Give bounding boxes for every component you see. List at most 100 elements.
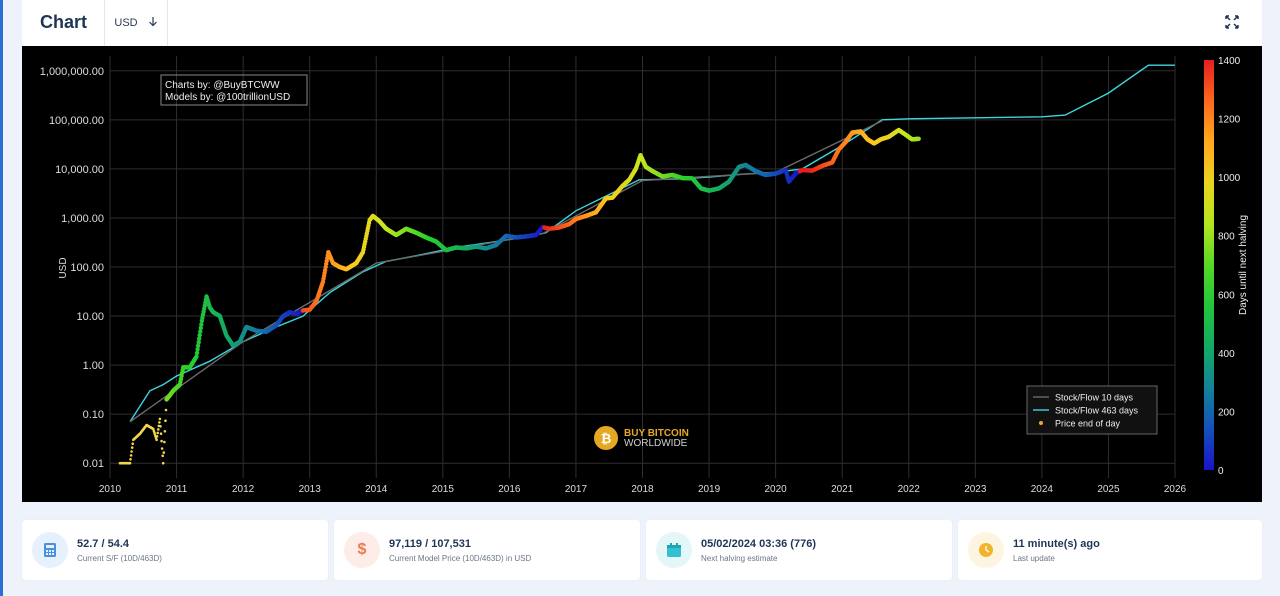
stat-label: Next halving estimate [701, 554, 778, 563]
currency-label: USD [114, 17, 138, 29]
price-point [155, 435, 159, 438]
price-point [196, 340, 201, 345]
price-point [163, 430, 167, 433]
stat-label: Current S/F (10D/463D) [77, 554, 162, 563]
price-point [156, 431, 159, 435]
price-point [163, 440, 166, 444]
colorbar-tick-label: 1400 [1218, 56, 1241, 67]
stat-value: 05/02/2024 03:36 (776) [701, 538, 816, 550]
price-point [160, 447, 164, 450]
legend-label: Stock/Flow 10 days [1055, 393, 1134, 403]
stat-card-last-update: 11 minute(s) ago Last update [958, 520, 1262, 580]
price-point [199, 322, 204, 327]
credits-text: Charts by: @BuyBTCWW [165, 80, 280, 91]
y-tick-label: 1.00 [83, 360, 104, 372]
x-tick-label: 2019 [698, 484, 721, 495]
y-tick-label: 0.01 [83, 458, 104, 470]
colorbar-tick-label: 200 [1218, 407, 1235, 418]
y-axis-label: USD [58, 257, 69, 278]
price-point [129, 454, 133, 457]
colorbar-tick-label: 600 [1218, 290, 1235, 301]
price-point [160, 439, 163, 443]
x-tick-label: 2017 [565, 484, 588, 495]
chart-header: Chart USD [22, 0, 1262, 46]
x-tick-label: 2025 [1097, 484, 1120, 495]
stat-label: Last update [1013, 554, 1055, 563]
colorbar-tick-label: 1200 [1218, 115, 1241, 126]
stat-value: 11 minute(s) ago [1013, 538, 1100, 550]
x-tick-label: 2012 [232, 484, 255, 495]
y-tick-label: 100,000.00 [49, 115, 104, 127]
x-tick-label: 2014 [365, 484, 388, 495]
colorbar-tick-label: 1000 [1218, 173, 1241, 184]
x-tick-label: 2011 [166, 484, 188, 495]
price-point [130, 446, 134, 449]
price-point [197, 336, 202, 341]
price-point [161, 461, 165, 465]
y-tick-label: 10.00 [76, 311, 104, 323]
price-point [157, 428, 160, 431]
colorbar [1204, 60, 1214, 470]
stat-value: 52.7 / 54.4 [77, 538, 129, 550]
bitcoin-logo-icon [594, 426, 618, 450]
price-point [130, 450, 133, 453]
legend-swatch [1039, 421, 1043, 425]
credits-text: Models by: @100trillionUSD [165, 92, 290, 103]
colorbar-label: Days until next halving [1238, 215, 1249, 315]
x-tick-label: 2015 [432, 484, 455, 495]
price-point [159, 432, 163, 436]
price-point [195, 343, 201, 348]
x-tick-label: 2024 [1031, 484, 1054, 495]
legend-label: Price end of day [1055, 419, 1121, 429]
price-point [195, 347, 200, 352]
x-tick-label: 2010 [99, 484, 122, 495]
price-point [155, 438, 158, 442]
x-tick-label: 2026 [1164, 484, 1187, 495]
price-point [129, 458, 132, 461]
bitcoin-logo-glyph: ₿ [601, 431, 612, 446]
price-point [194, 354, 199, 359]
watermark-text: WORLDWIDE [624, 438, 688, 449]
stat-label: Current Model Price (10D/463D) in USD [389, 554, 532, 563]
calendar-icon [656, 532, 692, 568]
price-point [194, 350, 200, 356]
price-point [198, 329, 203, 334]
calculator-icon [32, 532, 68, 568]
stat-value: 97,119 / 107,531 [389, 538, 471, 550]
stat-card-sf: 52.7 / 54.4 Current S/F (10D/463D) [22, 520, 328, 580]
y-tick-label: 100.00 [70, 262, 104, 274]
price-point [161, 454, 164, 458]
window-edge [0, 0, 3, 596]
stat-card-model-price: $ 97,119 / 107,531 Current Model Price (… [334, 520, 640, 580]
page-title: Chart [40, 12, 88, 32]
x-tick-label: 2016 [498, 484, 521, 495]
price-point [158, 417, 162, 421]
expand-icon[interactable] [1224, 14, 1240, 30]
stats-row: 52.7 / 54.4 Current S/F (10D/463D) $ 97,… [22, 520, 1262, 582]
y-tick-label: 0.10 [83, 409, 104, 421]
credits-box [160, 74, 308, 106]
x-tick-label: 2023 [964, 484, 987, 495]
x-tick-label: 2013 [299, 484, 322, 495]
price-point [162, 451, 166, 454]
price-point [198, 325, 203, 331]
price-point [164, 408, 168, 412]
clock-icon [968, 532, 1004, 568]
price-point [916, 136, 921, 141]
price-point [128, 461, 132, 465]
chart-area: 1,000,000.00 100,000.00 10,000.00 1,000.00 1… [22, 46, 1262, 502]
currency-select[interactable]: USD [104, 0, 168, 46]
price-point [131, 442, 134, 446]
arrow-down-icon [148, 16, 158, 30]
y-tick-label: 10,000.00 [55, 164, 104, 176]
model-line [129, 64, 1175, 423]
x-tick-label: 2020 [765, 484, 788, 495]
watermark-text: BUY BITCOIN [624, 428, 689, 439]
stat-card-halving: 05/02/2024 03:36 (776) Next halving esti… [646, 520, 952, 580]
price-point [197, 332, 202, 338]
y-tick-label: 1,000,000.00 [40, 66, 104, 78]
colorbar-tick-label: 800 [1218, 232, 1235, 243]
dollar-icon: $ [344, 532, 380, 568]
price-point [159, 425, 162, 428]
x-tick-label: 2018 [631, 484, 654, 495]
